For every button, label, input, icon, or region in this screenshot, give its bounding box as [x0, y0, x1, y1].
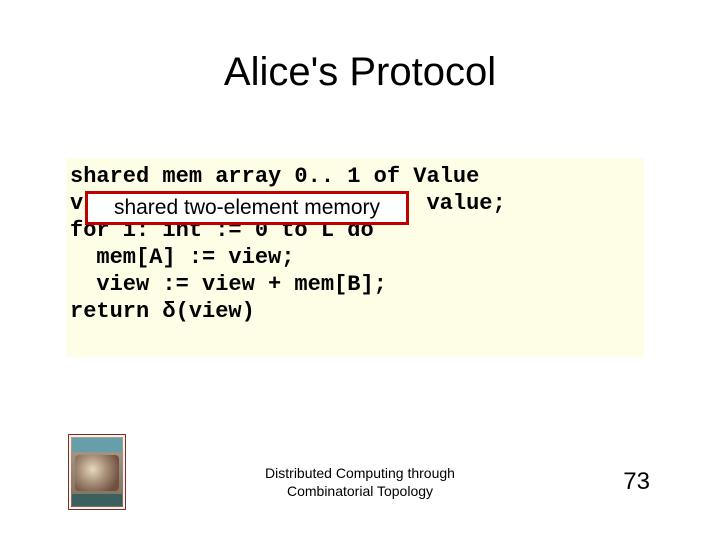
code-line-4: mem[A] := view;: [70, 245, 294, 270]
slide-title: Alice's Protocol: [0, 50, 720, 95]
code-line-6: return δ(view): [70, 299, 255, 324]
callout-box: shared two-element memory: [85, 191, 409, 225]
code-line-2-post: value;: [426, 191, 505, 216]
code-line-2-pre: v: [70, 191, 83, 216]
page-number: 73: [623, 468, 650, 496]
thumb-stripe-top: [72, 438, 122, 452]
slide: Alice's Protocol shared mem array 0.. 1 …: [0, 0, 720, 540]
code-line-5: view := view + mem[B];: [70, 272, 387, 297]
code-block: shared mem array 0.. 1 of Value v value;…: [66, 158, 644, 357]
footer-line-2: Combinatorial Topology: [287, 483, 433, 499]
footer-text: Distributed Computing through Combinator…: [0, 464, 720, 500]
code-line-1: shared mem array 0.. 1 of Value: [70, 164, 479, 189]
footer-line-1: Distributed Computing through: [265, 465, 455, 481]
